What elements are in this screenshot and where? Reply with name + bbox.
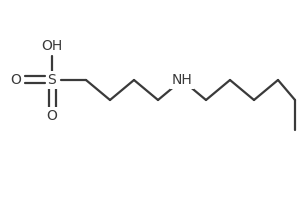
Text: NH: NH (172, 73, 192, 87)
Text: O: O (47, 109, 58, 123)
Text: O: O (11, 73, 21, 87)
Text: S: S (48, 73, 56, 87)
Text: OH: OH (41, 39, 63, 53)
